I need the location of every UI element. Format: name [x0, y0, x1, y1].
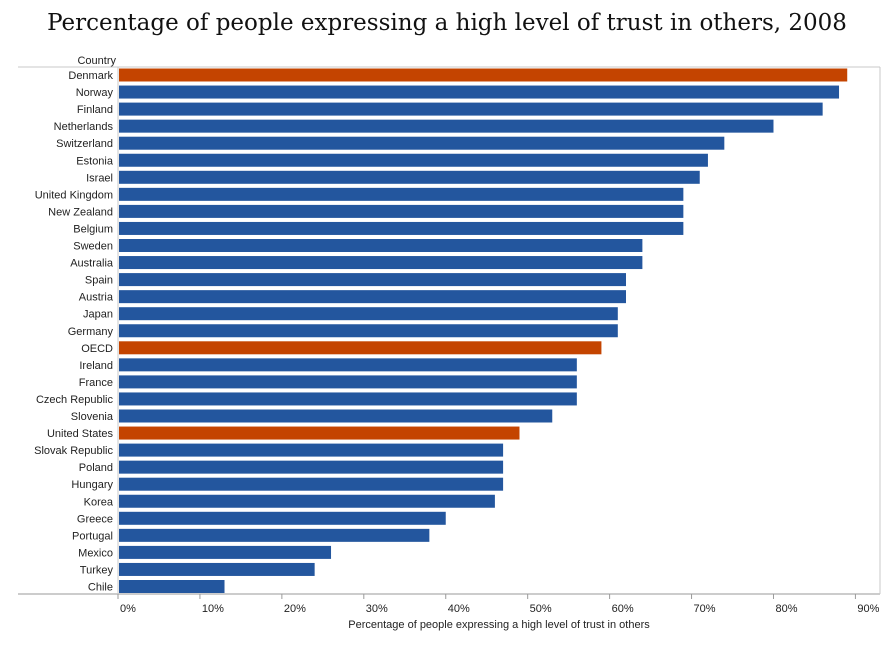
- y-axis-title: Country: [77, 55, 116, 67]
- bar-france: [119, 375, 577, 389]
- category-label: Belgium: [73, 223, 113, 235]
- category-label: OECD: [81, 343, 113, 355]
- x-tick-label: 80%: [775, 603, 797, 615]
- category-label: United Kingdom: [35, 189, 113, 201]
- category-label: Portugal: [72, 530, 113, 542]
- bar-belgium: [119, 221, 684, 235]
- category-label: Ireland: [79, 360, 113, 372]
- x-tick-label: 70%: [694, 603, 716, 615]
- x-tick-label: 20%: [284, 603, 306, 615]
- x-axis-title: Percentage of people expressing a high l…: [348, 619, 650, 631]
- bar-united-states: [119, 426, 520, 440]
- category-label: France: [79, 377, 113, 389]
- category-label: Japan: [83, 309, 113, 321]
- bar-netherlands: [119, 119, 774, 133]
- bar-ireland: [119, 358, 577, 372]
- category-label: Spain: [85, 275, 113, 287]
- bar-germany: [119, 324, 618, 338]
- category-label: Mexico: [78, 547, 113, 559]
- bar-japan: [119, 307, 618, 321]
- category-label: Greece: [77, 513, 113, 525]
- category-label: New Zealand: [48, 206, 113, 218]
- category-label: Hungary: [71, 479, 113, 491]
- category-label: Slovenia: [71, 411, 114, 423]
- bar-austria: [119, 290, 626, 304]
- x-tick-label: 0%: [120, 603, 136, 615]
- bar-australia: [119, 256, 643, 270]
- bar-oecd: [119, 341, 602, 355]
- bar-new-zealand: [119, 204, 684, 218]
- category-label: Sweden: [73, 241, 113, 253]
- bar-israel: [119, 170, 700, 184]
- category-label: Slovak Republic: [34, 445, 113, 457]
- bar-czech-republic: [119, 392, 577, 406]
- y-axis-labels: Denmark Norway Finland Netherlands Switzerla…: [34, 70, 114, 594]
- category-label: Poland: [79, 462, 113, 474]
- category-label: Estonia: [76, 155, 114, 167]
- x-tick-label: 40%: [448, 603, 470, 615]
- x-tick-label: 60%: [612, 603, 634, 615]
- bar-poland: [119, 460, 504, 474]
- category-label: Chile: [88, 582, 113, 594]
- bar-korea: [119, 494, 495, 508]
- bar-switzerland: [119, 136, 725, 150]
- category-label: Germany: [68, 326, 114, 338]
- category-label: Austria: [79, 292, 114, 304]
- plot-frame: [18, 66, 881, 595]
- chart-title: Percentage of people expressing a high l…: [47, 10, 847, 36]
- category-label: Denmark: [68, 70, 113, 82]
- bar-slovenia: [119, 409, 553, 423]
- category-label: Netherlands: [54, 121, 114, 133]
- bar-estonia: [119, 153, 708, 167]
- x-tick-label: 10%: [202, 603, 224, 615]
- bar-hungary: [119, 477, 504, 491]
- category-label: Czech Republic: [36, 394, 114, 406]
- category-label: United States: [47, 428, 114, 440]
- bar-chile: [119, 580, 225, 593]
- x-tick-label: 90%: [857, 603, 879, 615]
- category-label: Switzerland: [56, 138, 113, 150]
- bar-greece: [119, 511, 446, 525]
- x-axis: 0% 10% 20% 30% 40% 50% 60% 70% 80% 90%: [117, 594, 880, 615]
- bar-norway: [119, 85, 840, 99]
- bar-united-kingdom: [119, 187, 684, 201]
- category-label: Australia: [70, 258, 114, 270]
- bars: [119, 68, 848, 593]
- category-label: Finland: [77, 104, 113, 116]
- bar-denmark: [119, 68, 848, 82]
- x-tick-label: 50%: [530, 603, 552, 615]
- category-label: Israel: [86, 172, 113, 184]
- bar-finland: [119, 102, 823, 116]
- category-label: Turkey: [80, 564, 114, 576]
- category-label: Korea: [84, 496, 114, 508]
- bar-slovak-republic: [119, 443, 504, 457]
- bar-turkey: [119, 562, 315, 576]
- x-tick-label: 30%: [366, 603, 388, 615]
- bar-spain: [119, 273, 626, 287]
- bar-portugal: [119, 528, 430, 542]
- category-label: Norway: [76, 87, 114, 99]
- bar-sweden: [119, 239, 643, 252]
- bar-mexico: [119, 545, 332, 559]
